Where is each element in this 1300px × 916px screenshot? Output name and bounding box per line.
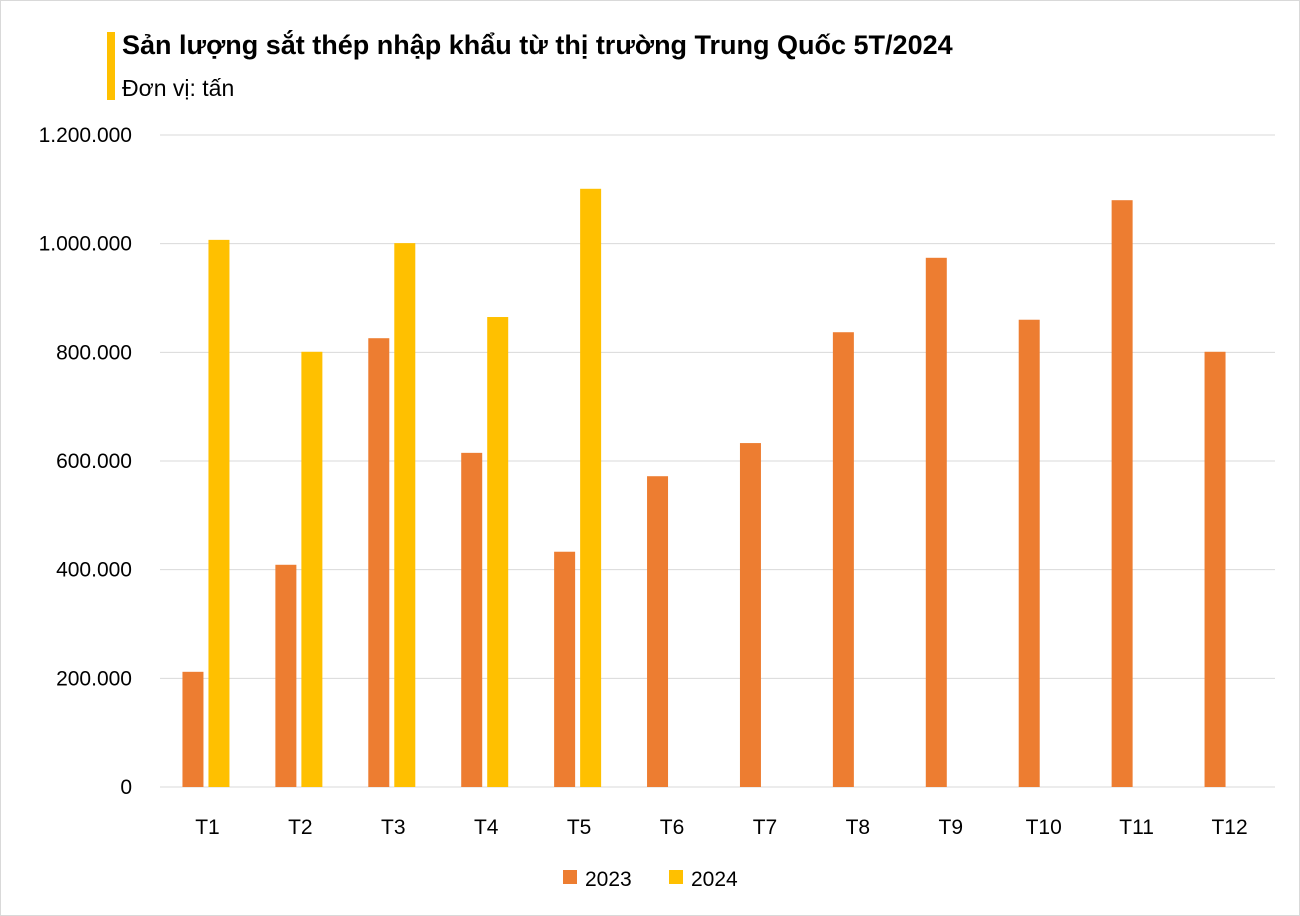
gridlines	[160, 134, 1275, 788]
x-tick-label: T11	[1119, 816, 1154, 839]
y-tick-label: 400.000	[56, 559, 132, 582]
chart-title: Sản lượng sắt thép nhập khẩu từ thị trườ…	[122, 30, 953, 60]
legend-swatch-2023	[563, 870, 577, 884]
x-tick-label: T3	[381, 816, 406, 839]
y-tick-label: 0	[120, 776, 132, 799]
x-tick-label: T10	[1026, 816, 1062, 839]
y-tick-label: 200.000	[56, 667, 132, 690]
bar-2023-T5	[554, 551, 576, 787]
bar-2023-T7	[739, 443, 761, 787]
bar-2024-T3	[394, 243, 416, 787]
bars	[182, 188, 1226, 788]
bar-2023-T10	[1018, 319, 1040, 787]
y-axis-ticks: 0 200.000 400.000 600.000 800.000 1.000.000 1.…	[39, 124, 132, 799]
bar-2023-T11	[1111, 200, 1133, 787]
bar-2023-T1	[182, 671, 204, 787]
y-tick-label: 600.000	[56, 450, 132, 473]
x-tick-label: T12	[1211, 816, 1247, 839]
bar-2023-T9	[925, 257, 947, 787]
x-tick-label: T1	[195, 816, 220, 839]
bar-2024-T2	[301, 351, 323, 787]
legend: 2023 2024	[563, 868, 738, 891]
chart-subtitle: Đơn vị: tấn	[122, 75, 235, 101]
x-axis-ticks: T1 T2 T3 T4 T5 T6 T7 T8 T9 T10 T11 T12	[195, 816, 1247, 839]
bar-2024-T5	[580, 188, 602, 788]
y-tick-label: 1.000.000	[39, 233, 132, 256]
legend-label-2024: 2024	[691, 868, 738, 891]
bar-2023-T4	[461, 452, 483, 787]
bar-2023-T3	[368, 338, 390, 787]
bar-2023-T12	[1204, 351, 1226, 787]
x-tick-label: T6	[660, 816, 685, 839]
y-tick-label: 1.200.000	[39, 124, 132, 147]
x-tick-label: T7	[753, 816, 778, 839]
x-tick-label: T8	[846, 816, 871, 839]
legend-label-2023: 2023	[585, 868, 632, 891]
legend-swatch-2024	[669, 870, 683, 884]
x-tick-label: T2	[288, 816, 313, 839]
bar-2024-T1	[208, 239, 230, 787]
x-tick-label: T4	[474, 816, 499, 839]
title-accent-bar	[107, 32, 115, 100]
bar-2023-T6	[647, 476, 669, 787]
x-tick-label: T5	[567, 816, 592, 839]
bar-2024-T4	[487, 317, 509, 787]
y-tick-label: 800.000	[56, 341, 132, 364]
x-tick-label: T9	[939, 816, 964, 839]
bar-2023-T8	[832, 332, 854, 787]
bar-2023-T2	[275, 564, 297, 787]
